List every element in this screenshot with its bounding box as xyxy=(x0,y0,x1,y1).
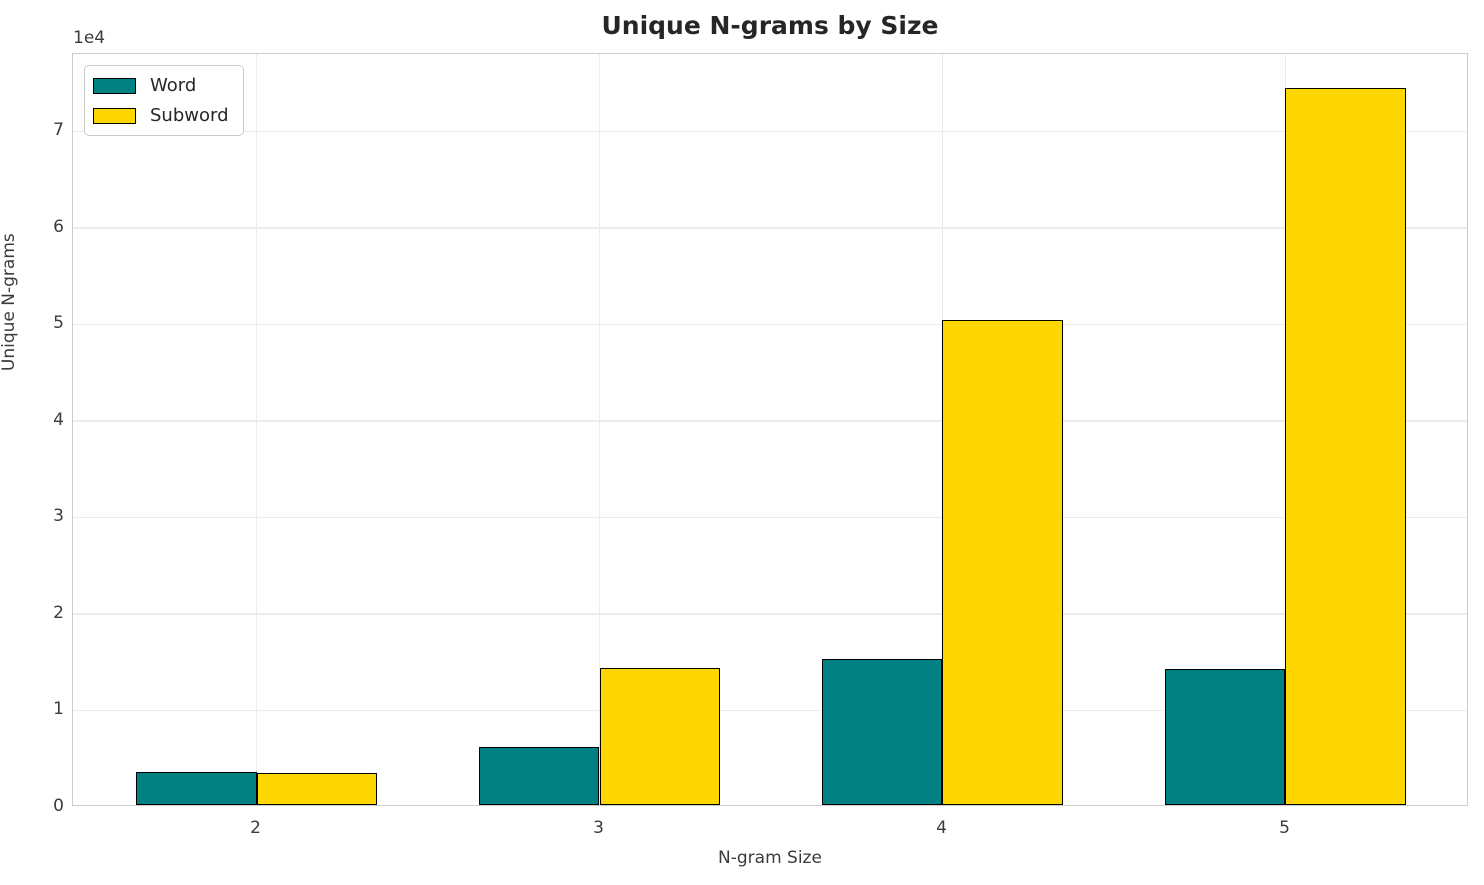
bar-word-ngram-5 xyxy=(1165,668,1286,805)
y-tick-label-1: 1 xyxy=(53,699,64,720)
y-tick-label-5: 5 xyxy=(53,313,64,334)
legend-swatch-subword xyxy=(93,107,136,124)
plot-area: Word Subword xyxy=(72,53,1468,806)
gridline-y-3 xyxy=(73,516,1467,519)
x-tick-label-3: 3 xyxy=(593,818,604,838)
chart-title: Unique N-grams by Size xyxy=(601,11,939,40)
x-tick-label-4: 4 xyxy=(936,818,947,838)
y-axis-offset-label: 1e4 xyxy=(73,28,106,48)
legend-label-subword: Subword xyxy=(150,105,229,126)
gridline-y-6 xyxy=(73,227,1467,229)
y-tick-label-6: 6 xyxy=(53,216,64,237)
y-tick-label-3: 3 xyxy=(53,506,64,527)
gridline-y-4 xyxy=(73,420,1467,422)
gridline-x-3 xyxy=(598,54,601,805)
bar-subword-ngram-3 xyxy=(599,667,720,805)
bar-word-ngram-3 xyxy=(479,747,600,805)
y-tick-label-4: 4 xyxy=(53,409,64,430)
legend-label-word: Word xyxy=(150,75,197,96)
gridline-y-7 xyxy=(73,130,1467,132)
bar-subword-ngram-4 xyxy=(942,320,1063,805)
y-axis-label: Unique N-grams xyxy=(0,233,19,372)
gridline-y-5 xyxy=(73,323,1467,326)
legend-item-subword: Subword xyxy=(93,105,229,126)
legend-swatch-word xyxy=(93,77,136,94)
gridline-y-1 xyxy=(73,709,1467,712)
bar-subword-ngram-2 xyxy=(256,773,377,805)
gridline-x-2 xyxy=(255,54,258,805)
y-tick-label-0: 0 xyxy=(53,796,64,816)
x-tick-label-5: 5 xyxy=(1279,818,1290,838)
bar-subword-ngram-5 xyxy=(1285,87,1406,805)
gridline-y-2 xyxy=(73,613,1467,615)
bar-word-ngram-4 xyxy=(822,659,943,805)
x-axis-label: N-gram Size xyxy=(718,848,822,868)
x-tick-label-2: 2 xyxy=(250,818,261,838)
legend: Word Subword xyxy=(84,65,244,136)
legend-item-word: Word xyxy=(93,75,229,96)
bar-word-ngram-2 xyxy=(136,772,257,805)
y-tick-label-7: 7 xyxy=(53,120,64,141)
y-tick-label-2: 2 xyxy=(53,602,64,623)
